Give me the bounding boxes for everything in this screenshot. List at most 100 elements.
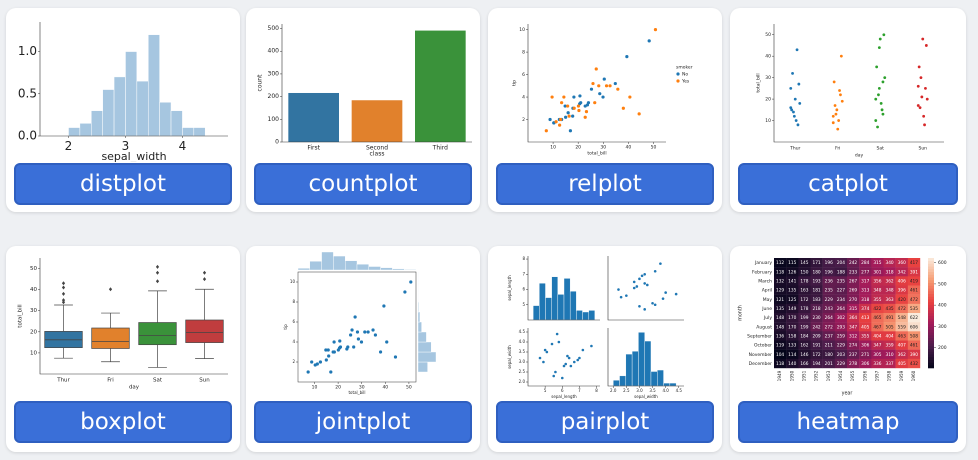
heatmap-cell bbox=[786, 303, 799, 314]
plot-button[interactable]: boxplot bbox=[14, 401, 232, 443]
bar bbox=[415, 30, 466, 143]
hist-bar bbox=[551, 276, 559, 321]
cell-label: 171 bbox=[812, 260, 820, 266]
cell-label: 201 bbox=[825, 361, 833, 367]
strip-point bbox=[839, 54, 843, 58]
gallery-card[interactable]: 2 4 6 8 10 10 20 30 40 50 total_bill tip jointplot bbox=[246, 246, 480, 452]
heatmap-cell bbox=[871, 313, 884, 323]
outlier bbox=[61, 285, 66, 290]
plot-button[interactable]: heatmap bbox=[738, 401, 958, 443]
scatter-point bbox=[543, 348, 547, 352]
y-tick-label: 8 bbox=[522, 50, 525, 56]
scatter-point bbox=[638, 304, 641, 308]
strip-point bbox=[923, 123, 926, 127]
gallery-card[interactable]: 5 6 7 8 2.0 2.5 3.0 3.5 4.0 4.5 5 6 7 8 2.0 2.5 3.0 3.5 4.… bbox=[488, 246, 722, 452]
heatmap-cell bbox=[774, 285, 787, 295]
plot-button[interactable]: pairplot bbox=[496, 401, 714, 443]
scatter-point bbox=[329, 370, 333, 374]
colorbar-segment bbox=[928, 357, 934, 361]
cell-label: 180 bbox=[825, 352, 833, 358]
colorbar-segment bbox=[928, 362, 934, 366]
x-tick-label: 4.0 bbox=[662, 388, 669, 393]
colorbar-segment bbox=[928, 365, 934, 369]
y-tick-label: 2 bbox=[292, 359, 295, 364]
scatter-point bbox=[363, 330, 367, 334]
y-tick-label: 50 bbox=[765, 32, 771, 38]
heatmap-cell bbox=[907, 349, 921, 360]
cell-label: 491 bbox=[885, 315, 893, 321]
heatmap-cell bbox=[834, 340, 848, 350]
outlier bbox=[155, 264, 160, 269]
colorbar-segment bbox=[928, 340, 934, 344]
plot-button[interactable]: countplot bbox=[254, 163, 472, 205]
gallery-card[interactable]: 112 115 145 171 196 204 242 284 315 340 360 417 Janu… bbox=[730, 246, 966, 452]
colorbar-segment bbox=[928, 266, 934, 270]
heatmap-cell bbox=[834, 276, 848, 286]
x-tick-label: 30 bbox=[359, 385, 365, 391]
y-tick-label: 1.0 bbox=[18, 44, 37, 58]
heatmap-cell bbox=[810, 303, 823, 314]
plot-button[interactable]: catplot bbox=[738, 163, 958, 205]
gallery-card[interactable]: Thur Fri Sat Sun 10 20 30 40 50 day total_bill catp… bbox=[730, 8, 966, 212]
heatmap-cell bbox=[859, 331, 872, 341]
hist-bar bbox=[582, 311, 589, 321]
y-tick-label: 4 bbox=[292, 339, 295, 344]
heatmap-cell bbox=[834, 358, 848, 369]
gallery-card[interactable]: First Second Third 0 100 200 300 400 500 class cou… bbox=[246, 8, 480, 212]
scatter-point bbox=[379, 350, 383, 354]
hist-bar bbox=[539, 283, 546, 321]
heatmap-cell bbox=[871, 322, 884, 332]
scatter-point bbox=[653, 28, 658, 32]
cell-label: 259 bbox=[837, 333, 845, 339]
cell-label: 150 bbox=[800, 269, 808, 275]
scatter-point bbox=[324, 358, 328, 362]
heatmap-cell bbox=[883, 322, 896, 332]
plot-thumbnail: Thur Fri Sat Sun 10 20 30 40 50 day total_bill bbox=[756, 24, 944, 159]
scatter-point bbox=[538, 356, 542, 360]
colorbar-segment bbox=[928, 351, 934, 355]
y-tick-label: 10 bbox=[290, 279, 296, 284]
cell-label: 340 bbox=[885, 260, 893, 266]
x-tick-label: 40 bbox=[625, 145, 631, 151]
marginal-bar bbox=[344, 260, 358, 271]
plot-thumbnail: 2 4 6 8 10 10 20 30 40 50 total_bill tip bbox=[283, 251, 437, 395]
strip-point bbox=[789, 86, 793, 90]
x-tick-label: 2.5 bbox=[623, 388, 630, 393]
y-tick-label: 400 bbox=[268, 48, 280, 55]
cell-label: 203 bbox=[837, 352, 845, 358]
scatter-point bbox=[577, 108, 581, 113]
strip-point bbox=[795, 48, 799, 52]
x-tick-label: 6 bbox=[561, 388, 564, 393]
heatmap-cell bbox=[774, 358, 787, 369]
x-axis-label: year bbox=[842, 391, 853, 397]
colorbar-segment bbox=[928, 329, 934, 333]
heatmap-cell bbox=[895, 331, 909, 341]
heatmap-cell bbox=[883, 340, 896, 350]
x-tick-label: Third bbox=[432, 145, 448, 152]
gallery-card[interactable]: Thur Fri Sat Sun 10 20 30 40 50 day total_bill boxp… bbox=[6, 246, 240, 452]
legend-label: No bbox=[682, 72, 688, 78]
cell-label: 112 bbox=[776, 260, 784, 266]
cell-label: 166 bbox=[800, 361, 808, 367]
plot-button[interactable]: relplot bbox=[496, 163, 714, 205]
gallery-card[interactable]: 0.0 0.5 1.0 2 3 4 sepal_width distplot bbox=[6, 8, 240, 212]
strip-point bbox=[838, 89, 841, 92]
plot-button[interactable]: jointplot bbox=[254, 401, 472, 443]
cell-label: 121 bbox=[776, 297, 784, 303]
x-tick-label: 1957 bbox=[874, 370, 879, 381]
y-tick-label: 8 bbox=[522, 256, 525, 261]
y-tick-label: 6 bbox=[522, 287, 525, 292]
heatmap-cell bbox=[810, 276, 823, 286]
scatter-point bbox=[608, 84, 612, 88]
cell-label: 315 bbox=[849, 306, 857, 312]
outlier bbox=[61, 291, 66, 296]
plot-button[interactable]: distplot bbox=[14, 163, 232, 205]
gallery-card[interactable]: No Yes smoker 2 4 6 8 10 10 20 30 40 50 total_bill tip… bbox=[488, 8, 722, 212]
hist-bar bbox=[545, 297, 552, 321]
heatmap-cell bbox=[798, 258, 811, 268]
strip-point bbox=[789, 106, 793, 110]
scatter-point bbox=[562, 95, 566, 99]
scatter-point bbox=[616, 87, 620, 91]
strip-point bbox=[921, 37, 925, 41]
scatter-point bbox=[326, 348, 330, 352]
